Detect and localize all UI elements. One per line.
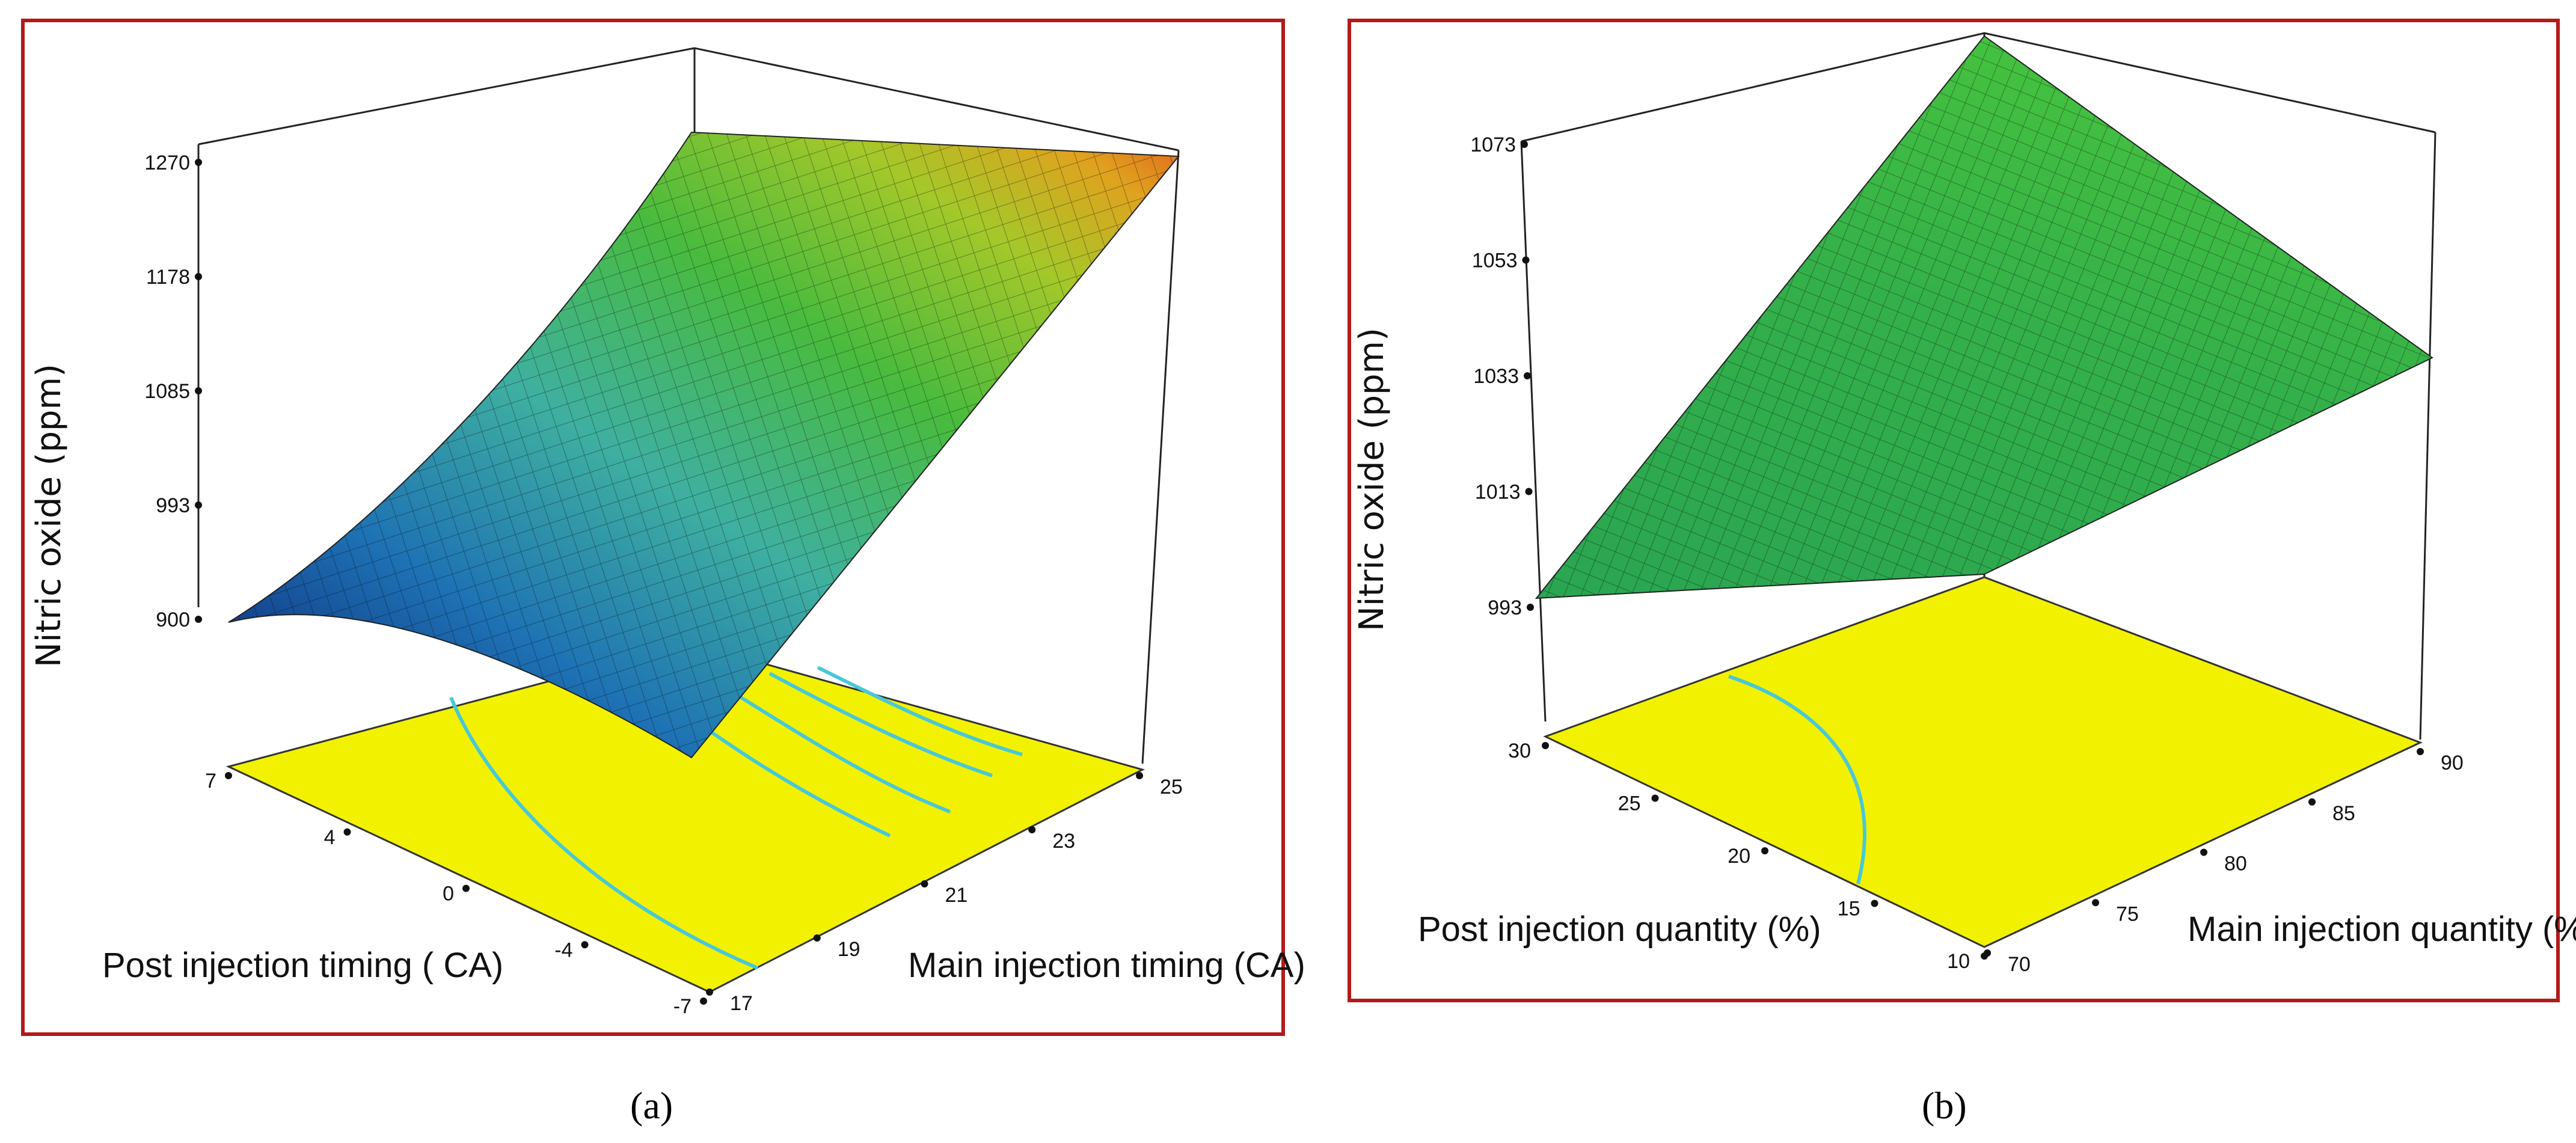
panel-a-y-tick-label: 23	[1052, 830, 1075, 853]
panel-b-z-tick-mark	[1522, 256, 1530, 264]
panel-b: 993 1013 1033 1053 1073 Nitric oxide (ppm) 3…	[1348, 19, 2576, 1127]
panel-b-contour	[1728, 675, 1866, 884]
panel-b-y-tick-label: 70	[2008, 953, 2031, 976]
panel-b-x-label: Post injection quantity (%)	[1418, 910, 1821, 949]
panel-b-x-tick-mark	[1542, 742, 1549, 749]
panel-a-y-label: Main injection timing (CA)	[908, 946, 1305, 985]
panel-a-y-ticks: 17 19 21 23 25	[706, 772, 1183, 1015]
panel-b-frame	[1348, 19, 2560, 1002]
panel-b-z-label: Nitric oxide (ppm)	[1352, 328, 1391, 631]
panel-b-y-label: Main injection quantity (%)	[2188, 910, 2576, 949]
panel-a-floor	[225, 642, 1145, 993]
panel-a-x-ticks: 7 4 0 -4 -7	[205, 770, 707, 1018]
panel-b-y-ticks: 70 75 80 85 90	[1984, 748, 2464, 976]
panel-a-z-tick-label: 993	[156, 494, 190, 517]
panel-a-z-tick-label: 1085	[144, 380, 190, 403]
panel-a-y-tick-label: 25	[1160, 776, 1183, 798]
panel-b-x-tick-label: 15	[1838, 898, 1860, 921]
panel-a-frame	[21, 19, 1285, 1036]
panel-b-x-tick-label: 10	[1947, 950, 1970, 973]
panel-a-z-tick-mark	[195, 273, 202, 280]
panel-a-z-label: Nitric oxide (ppm)	[29, 364, 69, 667]
panel-a-y-tick-label: 19	[838, 938, 860, 961]
panel-b-z-tick-mark	[1521, 141, 1528, 148]
panel-b-x-tick-label: 20	[1728, 845, 1750, 868]
panel-b-y-tick-label: 80	[2224, 853, 2247, 875]
panel-a-z-tick-mark	[195, 501, 202, 509]
panel-b-y-tick-label: 90	[2441, 752, 2464, 774]
panel-a-y-tick-label: 21	[945, 884, 968, 907]
panel-a-x-tick-mark	[225, 772, 232, 779]
panel-a-y-tick-mark	[1136, 772, 1143, 779]
panel-a-z-tick-mark	[195, 616, 202, 623]
panel-a-x-tick-mark	[581, 941, 589, 949]
panel-a-x-label: Post injection timing ( CA)	[102, 946, 503, 985]
panel-b-caption: (b)	[1922, 1084, 1967, 1127]
panel-b-z-tick-label: 993	[1488, 596, 1522, 619]
panel-b-z-tick-label: 1073	[1470, 133, 1516, 156]
panel-b-y-tick-label: 85	[2332, 802, 2355, 825]
panel-b-surface-mesh	[1536, 36, 2432, 598]
panel-a-z-tick-label: 1270	[144, 152, 190, 174]
panel-b-z-ticks: 993 1013 1033 1053 1073	[1470, 133, 1534, 619]
panel-a-surface-mesh	[228, 132, 1179, 758]
panel-b-x-tick-label: 25	[1618, 792, 1641, 815]
panel-a-z-ticks: 900 993 1085 1178 1270	[144, 152, 202, 631]
panel-a-y-tick-mark	[1028, 826, 1036, 833]
panel-a-y-tick-mark	[813, 934, 821, 942]
panel-a-z-tick-mark	[195, 387, 202, 394]
panel-b-x-ticks: 30 25 20 15 10	[1508, 740, 1988, 973]
panel-a-x-tick-mark	[343, 828, 351, 836]
panel-b-y-tick-mark	[2417, 748, 2424, 755]
panel-b-z-tick-mark	[1527, 604, 1534, 611]
panel-a-x-tick-label: -7	[673, 995, 692, 1018]
panel-b-y-tick-mark	[2308, 798, 2316, 806]
panel-a-x-tick-mark	[700, 997, 707, 1005]
panel-a-z-tick-label: 1178	[146, 266, 190, 289]
panel-a-caption: (a)	[630, 1084, 673, 1127]
panel-a-y-tick-label: 17	[730, 992, 753, 1015]
panel-a: 900 993 1085 1178 1270 Nitric oxide (ppm) 7 4…	[21, 19, 1305, 1127]
panel-a-y-tick-mark	[921, 880, 928, 887]
panel-b-y-tick-mark	[2200, 848, 2207, 856]
panel-b-x-tick-mark	[1761, 847, 1768, 854]
panel-a-x-tick-label: 4	[324, 826, 336, 849]
panel-a-y-tick-mark	[706, 988, 713, 996]
panel-b-floor	[1543, 576, 2423, 948]
panel-b-z-tick-mark	[1525, 488, 1533, 495]
panel-b-y-tick-mark	[2092, 899, 2099, 907]
panel-b-y-tick-label: 75	[2116, 902, 2139, 925]
panel-b-z-tick-label: 1053	[1472, 250, 1518, 272]
panel-a-z-tick-mark	[195, 159, 202, 166]
panel-a-x-tick-label: 0	[443, 883, 454, 906]
panel-b-z-tick-label: 1033	[1473, 365, 1519, 388]
panel-b-x-tick-label: 30	[1508, 740, 1531, 762]
panel-a-x-tick-mark	[462, 884, 470, 892]
panel-b-x-tick-mark	[1871, 899, 1878, 907]
panel-b-z-tick-label: 1013	[1475, 481, 1521, 504]
panel-b-z-tick-mark	[1524, 372, 1531, 379]
panel-a-x-tick-label: -4	[554, 939, 572, 961]
panel-b-x-tick-mark	[1651, 794, 1659, 802]
panel-b-y-tick-mark	[1984, 949, 1991, 957]
panel-a-x-tick-label: 7	[205, 770, 216, 792]
panel-a-z-tick-label: 900	[156, 608, 190, 631]
